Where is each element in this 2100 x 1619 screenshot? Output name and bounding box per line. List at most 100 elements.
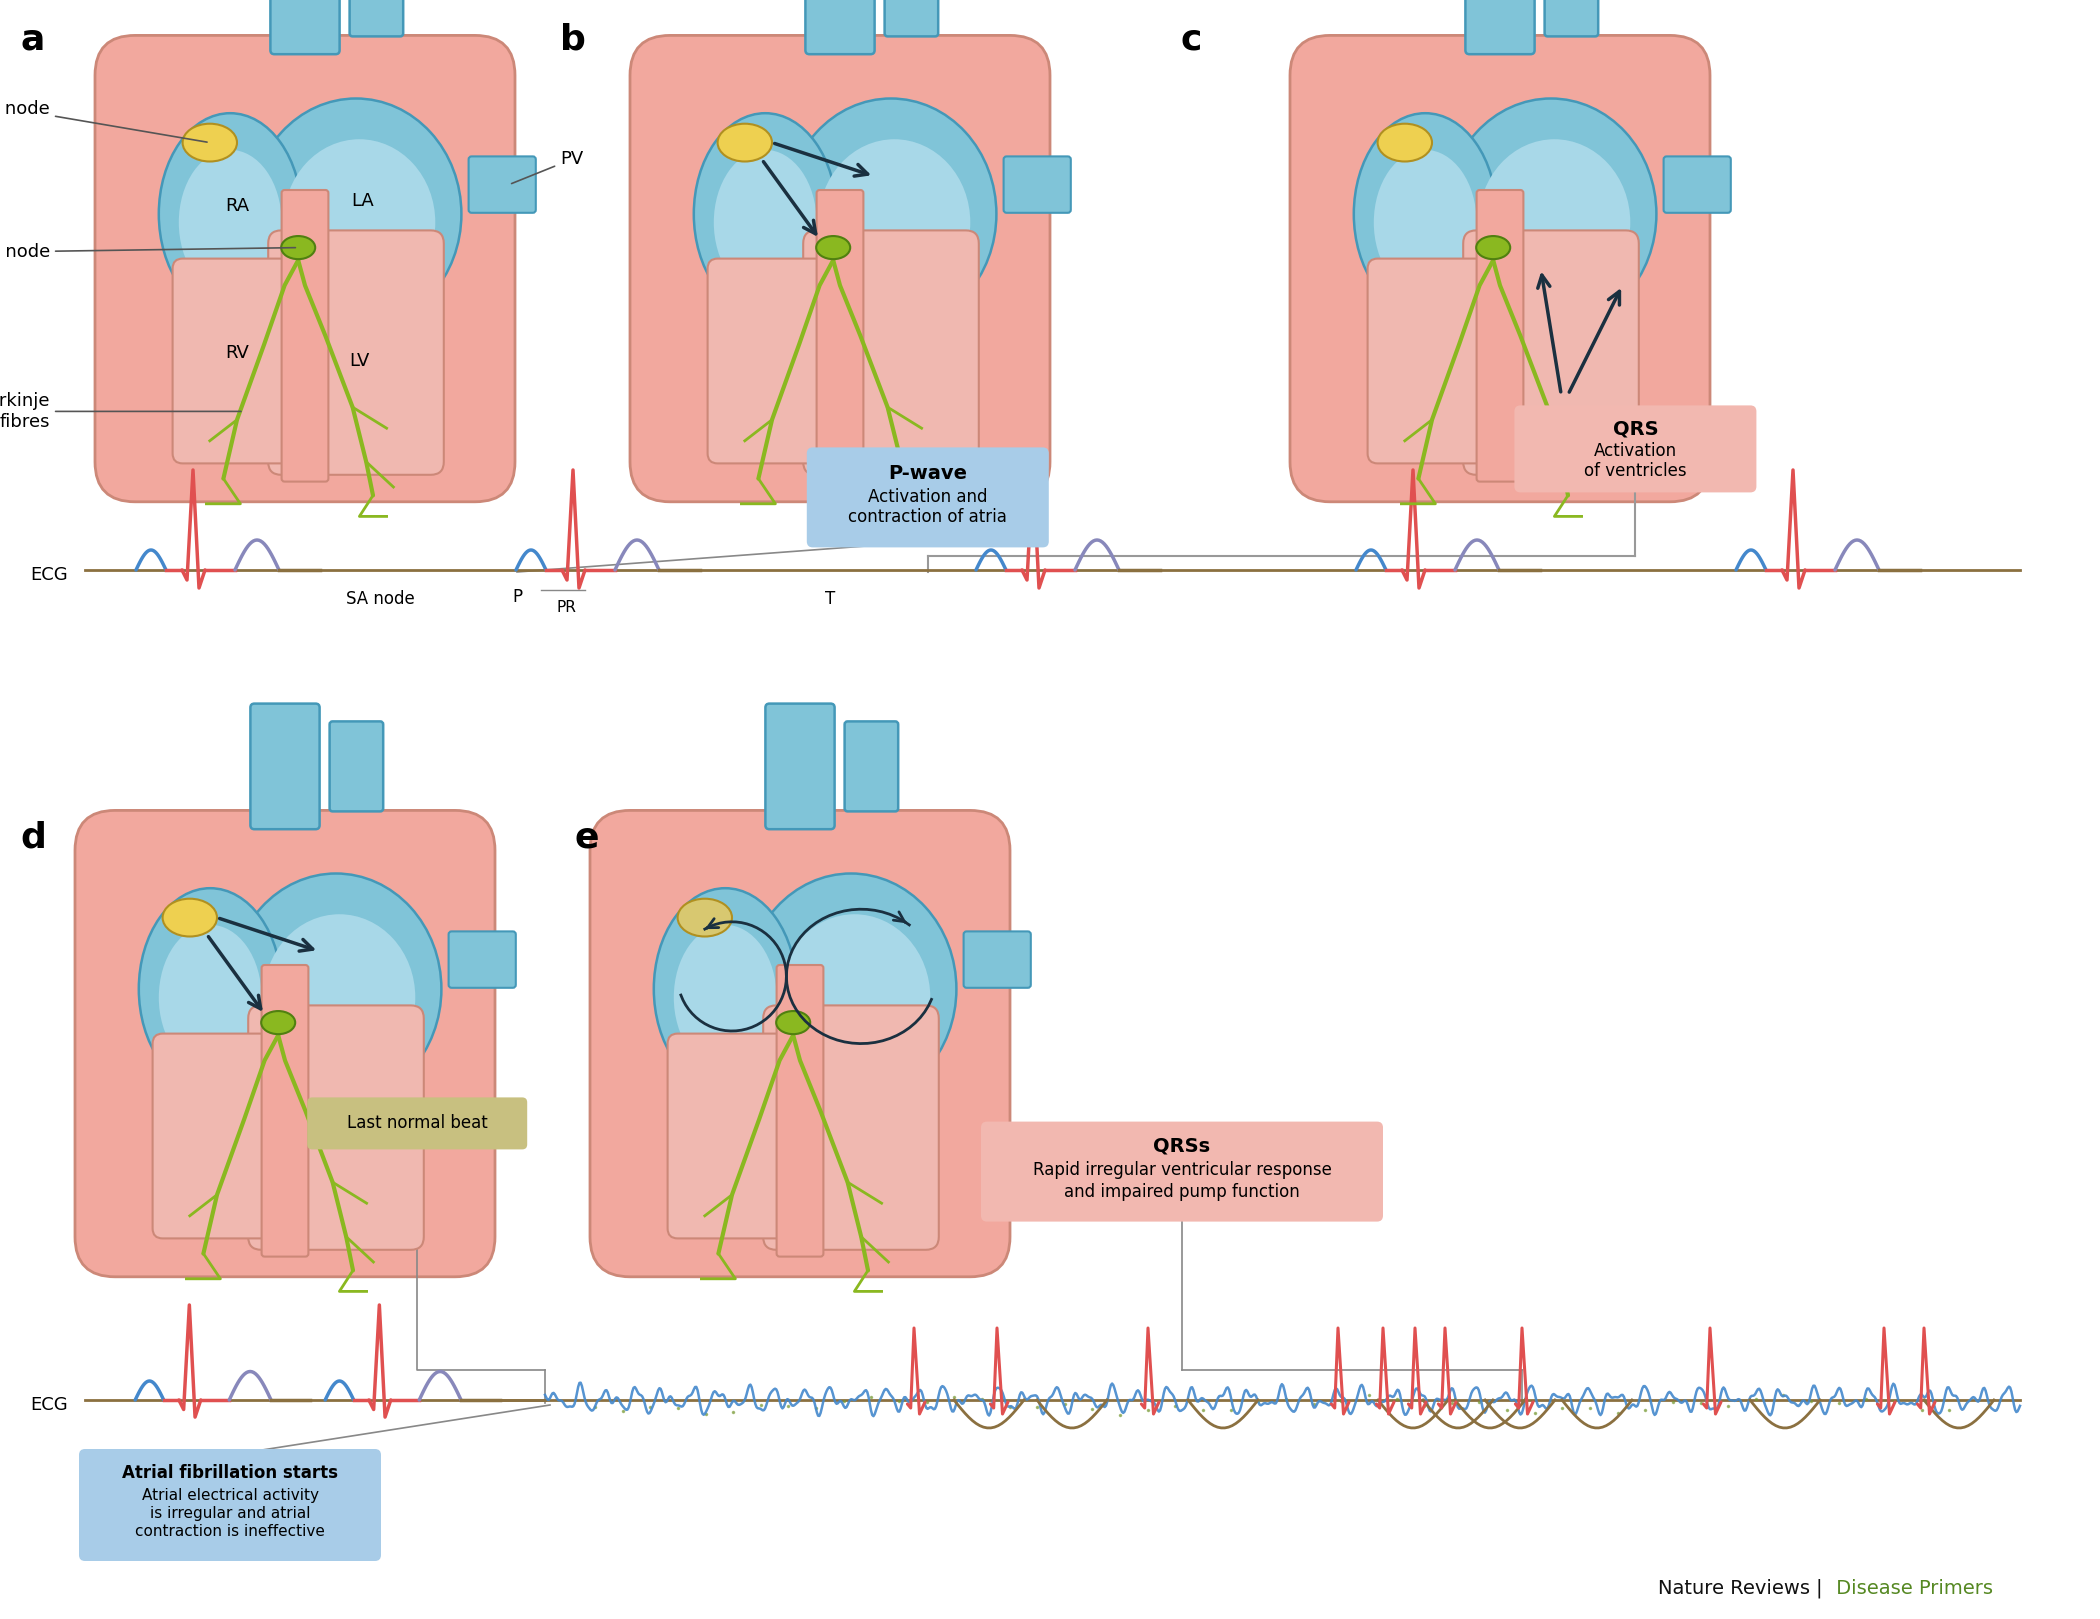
Text: T: T: [825, 589, 836, 609]
Ellipse shape: [718, 123, 773, 162]
FancyBboxPatch shape: [468, 157, 536, 212]
Text: contraction is ineffective: contraction is ineffective: [134, 1523, 326, 1538]
FancyBboxPatch shape: [449, 931, 517, 988]
Ellipse shape: [777, 1010, 811, 1035]
Ellipse shape: [284, 139, 435, 306]
FancyBboxPatch shape: [806, 0, 874, 53]
Ellipse shape: [1476, 236, 1510, 259]
Ellipse shape: [1445, 99, 1657, 330]
Text: Rapid irregular ventricular response: Rapid irregular ventricular response: [1033, 1161, 1331, 1179]
FancyBboxPatch shape: [668, 1033, 796, 1239]
Ellipse shape: [714, 151, 817, 295]
Text: P: P: [512, 588, 523, 606]
Ellipse shape: [262, 915, 416, 1080]
Text: LA: LA: [351, 193, 374, 210]
FancyBboxPatch shape: [806, 447, 1048, 547]
FancyBboxPatch shape: [1663, 157, 1730, 212]
Text: of ventricles: of ventricles: [1583, 463, 1686, 481]
Ellipse shape: [1478, 139, 1630, 306]
Text: d: d: [21, 819, 46, 853]
FancyBboxPatch shape: [817, 189, 863, 481]
Ellipse shape: [678, 899, 733, 936]
Text: AV node: AV node: [0, 243, 296, 261]
Text: c: c: [1180, 23, 1201, 57]
Ellipse shape: [674, 924, 777, 1070]
FancyBboxPatch shape: [153, 1033, 281, 1239]
FancyBboxPatch shape: [777, 965, 823, 1256]
Ellipse shape: [183, 123, 237, 162]
FancyBboxPatch shape: [1466, 0, 1535, 53]
FancyBboxPatch shape: [1004, 157, 1071, 212]
Ellipse shape: [1373, 151, 1476, 295]
Text: Last normal beat: Last normal beat: [346, 1114, 487, 1132]
FancyBboxPatch shape: [349, 0, 403, 36]
Text: Purkinje
fibres: Purkinje fibres: [0, 392, 242, 431]
FancyBboxPatch shape: [80, 1449, 380, 1561]
Ellipse shape: [250, 99, 462, 330]
FancyBboxPatch shape: [1476, 189, 1522, 481]
FancyBboxPatch shape: [708, 259, 836, 463]
FancyBboxPatch shape: [590, 811, 1010, 1277]
FancyBboxPatch shape: [1289, 36, 1709, 502]
Text: P-wave: P-wave: [888, 465, 968, 482]
FancyBboxPatch shape: [762, 1005, 939, 1250]
Text: Disease Primers: Disease Primers: [1829, 1579, 1993, 1598]
Text: Nature Reviews: Nature Reviews: [1659, 1579, 1810, 1598]
Text: QRS: QRS: [1613, 419, 1659, 439]
Ellipse shape: [653, 889, 796, 1090]
Ellipse shape: [281, 236, 315, 259]
FancyBboxPatch shape: [330, 722, 382, 811]
FancyBboxPatch shape: [764, 704, 834, 829]
Text: contraction of atria: contraction of atria: [848, 508, 1008, 526]
Text: SA node: SA node: [0, 100, 208, 142]
FancyBboxPatch shape: [844, 722, 899, 811]
Text: Activation: Activation: [1594, 442, 1678, 460]
Ellipse shape: [160, 924, 262, 1070]
FancyBboxPatch shape: [1367, 259, 1497, 463]
Text: e: e: [575, 819, 598, 853]
Text: QRSs: QRSs: [1153, 1137, 1210, 1154]
FancyBboxPatch shape: [94, 36, 514, 502]
Text: is irregular and atrial: is irregular and atrial: [149, 1506, 311, 1520]
FancyBboxPatch shape: [250, 704, 319, 829]
Text: b: b: [561, 23, 586, 57]
Text: LV: LV: [349, 351, 370, 371]
FancyBboxPatch shape: [269, 230, 443, 474]
Ellipse shape: [231, 874, 441, 1104]
Text: PV: PV: [512, 151, 584, 183]
Text: Atrial fibrillation starts: Atrial fibrillation starts: [122, 1464, 338, 1481]
Ellipse shape: [162, 899, 216, 936]
Text: RA: RA: [225, 196, 250, 215]
FancyBboxPatch shape: [262, 965, 309, 1256]
Ellipse shape: [817, 236, 850, 259]
Ellipse shape: [260, 1010, 296, 1035]
Text: Atrial electrical activity: Atrial electrical activity: [141, 1488, 319, 1502]
Ellipse shape: [1354, 113, 1497, 314]
Ellipse shape: [779, 915, 930, 1080]
FancyBboxPatch shape: [630, 36, 1050, 502]
FancyBboxPatch shape: [172, 259, 302, 463]
Text: ECG: ECG: [29, 567, 67, 584]
Ellipse shape: [819, 139, 970, 306]
FancyBboxPatch shape: [1514, 405, 1756, 492]
FancyBboxPatch shape: [307, 1098, 527, 1149]
Text: |: |: [1814, 1579, 1821, 1598]
Text: ECG: ECG: [29, 1396, 67, 1413]
FancyBboxPatch shape: [281, 189, 328, 481]
FancyBboxPatch shape: [964, 931, 1031, 988]
Text: a: a: [21, 23, 44, 57]
Ellipse shape: [1378, 123, 1432, 162]
FancyBboxPatch shape: [884, 0, 939, 36]
FancyBboxPatch shape: [802, 230, 979, 474]
Ellipse shape: [693, 113, 836, 314]
Ellipse shape: [746, 874, 956, 1104]
FancyBboxPatch shape: [76, 811, 496, 1277]
FancyBboxPatch shape: [981, 1122, 1384, 1222]
FancyBboxPatch shape: [271, 0, 340, 53]
Ellipse shape: [160, 113, 302, 314]
Text: PR: PR: [556, 601, 575, 615]
Text: Activation and: Activation and: [867, 489, 987, 507]
Ellipse shape: [139, 889, 281, 1090]
Text: and impaired pump function: and impaired pump function: [1065, 1182, 1300, 1201]
FancyBboxPatch shape: [1546, 0, 1598, 36]
